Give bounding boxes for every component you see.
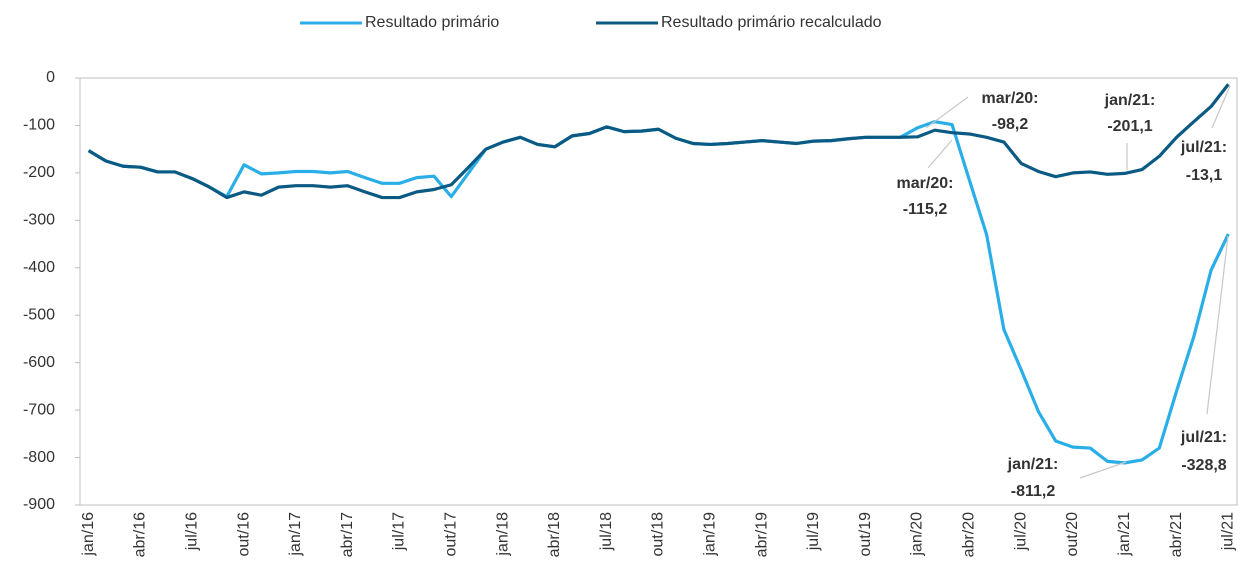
x-tick-label: abr/16: [132, 512, 149, 557]
x-tick-label: abr/17: [339, 512, 356, 557]
annotation-text: -13,1: [1186, 167, 1223, 184]
annotation-text: -811,2: [1011, 483, 1056, 500]
x-tick-label: jan/19: [702, 512, 719, 557]
x-tick-label: abr/20: [961, 512, 978, 557]
x-tick-label: jul/17: [391, 512, 408, 551]
y-tick-label: -600: [23, 354, 55, 371]
annotation-text: jan/21:: [1007, 456, 1059, 473]
x-tick-label: out/17: [442, 512, 459, 557]
x-tick-label: jul/21: [1220, 512, 1237, 551]
y-tick-label: -700: [23, 401, 55, 418]
x-tick-label: jul/20: [1012, 512, 1029, 551]
series-line: [87, 83, 1230, 200]
x-tick-label: out/16: [235, 512, 252, 557]
annotation-leader: [1206, 235, 1229, 415]
y-tick-label: -100: [23, 117, 55, 134]
y-tick-label: -200: [23, 164, 55, 181]
annotation-text: jan/21:: [1104, 92, 1156, 109]
x-tick-label: abr/18: [546, 512, 563, 557]
annotation-text: -98,2: [992, 116, 1029, 133]
y-tick-label: -400: [23, 259, 55, 276]
x-tick-label: abr/19: [753, 512, 770, 557]
annotation-text: mar/20:: [897, 175, 954, 192]
x-tick-label: jan/17: [287, 512, 304, 557]
annotation-leader: [1211, 85, 1231, 129]
annotation-text: -328,8: [1181, 457, 1226, 474]
annotation-text: mar/20:: [982, 90, 1039, 107]
x-tick-label: jul/19: [805, 512, 822, 551]
x-tick-label: jul/18: [598, 512, 615, 551]
y-tick-label: -300: [23, 212, 55, 229]
y-tick-label: 0: [46, 69, 55, 86]
x-tick-label: abr/21: [1168, 512, 1185, 557]
y-tick-label: -800: [23, 449, 55, 466]
x-tick-label: jan/21: [1116, 512, 1133, 557]
annotation-leader: [1079, 461, 1127, 479]
x-tick-label: jan/20: [909, 512, 926, 557]
annotation-text: -115,2: [903, 201, 948, 218]
annotation-text: jul/21:: [1180, 139, 1227, 156]
y-tick-label: -900: [23, 496, 55, 513]
legend-label: Resultado primário recalculado: [661, 14, 882, 31]
annotation-text: jul/21:: [1180, 429, 1227, 446]
x-tick-label: jan/16: [80, 512, 97, 557]
legend-label: Resultado primário: [365, 14, 499, 31]
annotation-leader: [925, 96, 969, 129]
x-tick-label: out/18: [650, 512, 667, 557]
annotation-leader: [927, 139, 953, 169]
x-tick-label: out/20: [1064, 512, 1081, 557]
annotation-text: -201,1: [1107, 118, 1152, 135]
x-tick-label: jan/18: [494, 512, 511, 557]
plot-frame: [79, 77, 1238, 506]
series-line: [87, 120, 1230, 465]
y-tick-label: -500: [23, 306, 55, 323]
x-tick-label: jul/16: [183, 512, 200, 551]
x-tick-label: out/19: [857, 512, 874, 557]
